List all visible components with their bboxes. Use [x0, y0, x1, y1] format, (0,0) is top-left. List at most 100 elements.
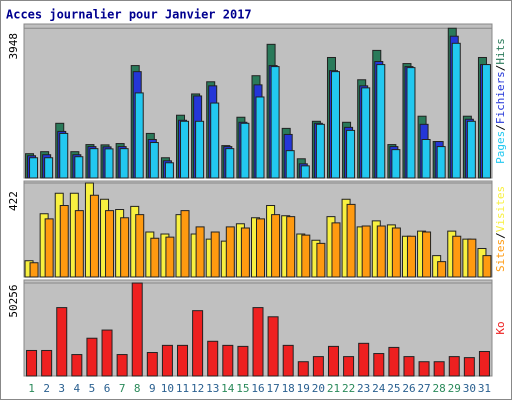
bar: [237, 345, 249, 377]
x-tick-label: 2: [43, 382, 50, 395]
bar: [256, 218, 265, 278]
bar: [89, 148, 99, 179]
bar: [195, 226, 205, 278]
legend-separator: /: [494, 124, 507, 131]
bar: [29, 262, 39, 278]
x-tick-label: 17: [266, 382, 279, 395]
legend-text: Ko: [494, 321, 507, 334]
y-tick-label: 422: [7, 191, 20, 211]
bar: [312, 356, 324, 377]
x-tick-label: 7: [119, 382, 126, 395]
x-tick-label: 31: [478, 382, 491, 395]
bar: [252, 307, 264, 377]
bar: [376, 64, 386, 179]
bar: [270, 66, 280, 179]
bar: [451, 42, 461, 179]
bar: [422, 231, 432, 278]
bar: [44, 218, 54, 278]
bar: [297, 361, 309, 377]
bar: [225, 226, 235, 278]
bar: [391, 149, 401, 179]
y-tick-label: 3948: [7, 33, 20, 60]
bar: [192, 310, 204, 377]
bar: [177, 344, 189, 377]
x-tick-label: 29: [448, 382, 461, 395]
y-tick: 3948: [7, 33, 20, 60]
x-tick-label: 23: [357, 382, 370, 395]
bar: [104, 148, 114, 179]
x-tick-label: 8: [134, 382, 141, 395]
legend-text: Sites/Visites: [494, 186, 507, 272]
x-tick-label: 30: [463, 382, 476, 395]
bar: [271, 214, 281, 278]
bar: [195, 120, 205, 179]
bar: [131, 282, 143, 377]
bar: [180, 120, 190, 179]
x-tick-label: 22: [342, 382, 355, 395]
bar: [44, 157, 54, 179]
bar: [316, 242, 326, 278]
x-tick-label: 11: [176, 382, 189, 395]
x-tick-label: 28: [433, 382, 446, 395]
bar: [240, 122, 250, 179]
bar: [89, 194, 99, 278]
bar: [134, 92, 144, 179]
bar: [210, 102, 220, 179]
bar: [421, 139, 431, 179]
bar: [282, 344, 294, 377]
x-tick-label: 5: [89, 382, 96, 395]
x-tick-label: 24: [372, 382, 386, 395]
bar: [101, 329, 113, 377]
legend-separator: /: [494, 232, 507, 239]
bar: [26, 349, 38, 377]
bar: [267, 316, 279, 377]
x-tick-label: 14: [221, 382, 235, 395]
x-tick-label: 21: [327, 382, 340, 395]
bar: [149, 142, 159, 179]
bar: [59, 132, 69, 179]
bar: [240, 227, 250, 278]
bar: [146, 352, 158, 377]
legend-entry: Fichiers: [494, 71, 507, 124]
bar: [255, 96, 265, 179]
bar: [388, 346, 400, 377]
legend: Ko: [494, 321, 507, 334]
bar: [391, 227, 401, 278]
bar: [463, 357, 475, 377]
x-tick-label: 13: [206, 382, 219, 395]
bar: [327, 345, 339, 377]
bar: [301, 234, 311, 278]
bar: [41, 349, 53, 377]
x-tick-label: 20: [312, 382, 325, 395]
x-tick-label: 19: [297, 382, 310, 395]
bar: [437, 261, 447, 278]
bar: [74, 156, 84, 179]
bar: [481, 64, 491, 179]
legend-entry: Pages: [494, 131, 507, 164]
x-tick-label: 26: [402, 382, 415, 395]
bar: [300, 165, 310, 179]
bar: [346, 129, 356, 179]
x-tick-label: 3: [58, 382, 65, 395]
bar: [150, 237, 160, 278]
bar: [406, 235, 416, 278]
bar: [135, 214, 145, 278]
bar: [358, 342, 370, 377]
bar: [346, 203, 356, 278]
legend-entry: Hits: [494, 38, 507, 65]
x-tick-label: 25: [387, 382, 400, 395]
bar: [180, 210, 190, 278]
bar: [466, 120, 476, 179]
legend-entry: Sites: [494, 239, 507, 272]
bar: [330, 71, 340, 179]
bar: [361, 87, 371, 179]
bar: [116, 354, 128, 377]
bar: [59, 205, 69, 278]
bar: [210, 231, 220, 278]
legend-entry: Ko: [494, 321, 507, 334]
x-tick-label: 27: [417, 382, 430, 395]
bar: [225, 148, 235, 179]
bar: [86, 337, 98, 377]
bar: [373, 353, 385, 377]
